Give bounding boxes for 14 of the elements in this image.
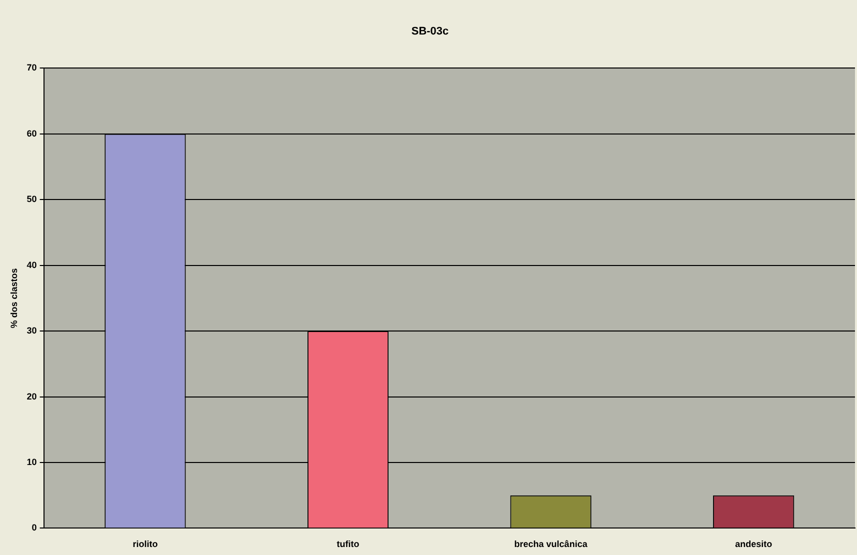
y-tick-label: 30 [26, 326, 37, 336]
x-tick-label: riolito [132, 539, 158, 550]
x-tick-label: andesito [735, 539, 773, 550]
x-tick-label: brecha vulcânica [514, 539, 588, 550]
x-tick-label: tufito [336, 539, 360, 550]
chart-title: SB-03c [411, 26, 449, 38]
y-tick-label: 10 [26, 456, 37, 467]
y-tick-label: 0 [32, 522, 37, 533]
y-tick-label: 20 [26, 391, 37, 402]
y-tick-label: 50 [26, 194, 37, 204]
y-tick-label: 40 [26, 260, 37, 270]
y-axis-title: % dos clastos [8, 268, 19, 328]
y-tick-label: 70 [26, 62, 37, 73]
y-tick-label: 60 [26, 128, 37, 138]
